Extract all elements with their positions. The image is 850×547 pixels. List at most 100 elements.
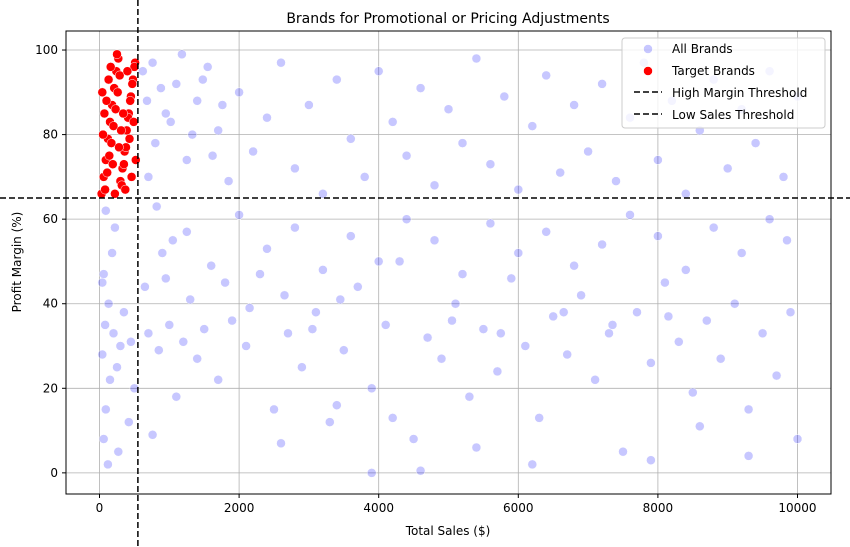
all-brands-point [541, 227, 551, 237]
all-brands-point [401, 214, 412, 224]
all-brands-point [590, 375, 600, 385]
all-brands-point [534, 413, 544, 423]
all-brands-point [457, 138, 468, 148]
all-brands-point [436, 353, 447, 364]
all-brands-point [143, 172, 154, 182]
all-brands-point [663, 311, 674, 322]
all-brands-point [192, 353, 202, 364]
all-brands-point [380, 320, 391, 330]
all-brands-point [464, 391, 475, 402]
all-brands-point [513, 184, 524, 195]
all-brands-point [129, 383, 140, 394]
all-brands-point [771, 370, 782, 381]
all-brands-point [527, 459, 538, 470]
all-brands-point [743, 404, 754, 415]
all-brands-point [101, 404, 111, 415]
target-brands-point [124, 134, 135, 144]
legend-label-target-brands: Target Brands [671, 64, 755, 78]
all-brands-point [764, 214, 775, 224]
all-brands-point [555, 167, 565, 178]
all-brands-point [151, 201, 162, 212]
all-brands-point [241, 341, 251, 351]
x-tick-label: 6000 [503, 501, 534, 515]
target-brands-point [105, 62, 116, 72]
all-brands-point [499, 91, 510, 102]
all-brands-point [177, 49, 187, 60]
all-brands-point [318, 265, 328, 275]
target-brands-point [98, 129, 108, 140]
target-brands-point [129, 62, 140, 72]
all-brands-point [674, 337, 684, 347]
all-brands-point [408, 434, 419, 444]
all-brands-point [185, 294, 195, 305]
all-brands-point [447, 315, 457, 326]
all-brands-point [681, 189, 691, 199]
all-brands-point [262, 112, 272, 123]
target-brands-point [127, 79, 138, 89]
all-brands-point [708, 222, 719, 233]
all-brands-point [206, 260, 216, 271]
all-brands-point [558, 307, 569, 317]
all-brands-point [304, 100, 314, 110]
all-brands-point [695, 421, 705, 432]
all-brands-point [513, 248, 524, 258]
all-brands-point [611, 176, 621, 186]
all-brands-point [785, 307, 796, 317]
target-brands-point [125, 96, 135, 106]
legend-label-low-sales: Low Sales Threshold [672, 108, 794, 122]
all-brands-point [150, 138, 161, 148]
grid-lines [66, 31, 831, 494]
plot-border [65, 30, 832, 495]
all-brands-point [736, 248, 747, 258]
all-brands-point [97, 349, 108, 360]
legend-marker-target-brands [643, 66, 653, 76]
all-brands-point [290, 163, 300, 174]
all-brands-point [290, 222, 300, 233]
all-brands-point [722, 163, 733, 174]
all-brands-point [562, 349, 572, 360]
all-brands-point [269, 404, 279, 415]
all-brands-point [202, 62, 213, 72]
target-brands-point [126, 172, 137, 182]
all-brands-point [124, 417, 134, 427]
all-brands-point [147, 430, 158, 440]
all-brands-point [223, 176, 234, 186]
all-brands-point [217, 100, 228, 110]
all-brands-point [318, 189, 328, 199]
all-brands-point [143, 328, 154, 339]
target-brands-point [119, 159, 129, 169]
all-brands-point [688, 387, 698, 398]
target-brands-point [108, 159, 118, 169]
all-brands-point [373, 66, 384, 76]
all-brands-point [450, 298, 461, 309]
all-brands-point [653, 231, 663, 241]
x-axis-label: Total Sales ($) [405, 524, 491, 538]
all-brands-point [98, 269, 109, 279]
all-brands-point [478, 324, 489, 334]
all-brands-point [165, 117, 176, 127]
all-brands-point [422, 332, 433, 343]
all-brands-point [147, 57, 158, 68]
all-brands-point [366, 383, 377, 394]
target-brands-point [97, 87, 108, 98]
target-brands-point [99, 108, 110, 119]
all-brands-point [182, 227, 192, 237]
all-brands-point [156, 83, 166, 93]
y-tick-label: 20 [43, 381, 58, 395]
all-brands-point [387, 413, 398, 423]
all-brands-point [234, 87, 244, 98]
all-brands-point [750, 138, 761, 148]
all-brands-point [597, 79, 607, 89]
all-brands-point [110, 222, 120, 233]
all-brands-point [335, 294, 346, 305]
all-brands-point [359, 172, 370, 182]
target-brands-point [128, 117, 139, 127]
target-brands-point [110, 104, 121, 114]
all-brands-point [569, 100, 579, 110]
all-brands-point [520, 341, 531, 351]
all-brands-point [646, 358, 656, 368]
all-brands-point [702, 315, 712, 326]
all-brands-point [492, 366, 503, 377]
all-brands-point [757, 328, 768, 339]
y-tick-label: 80 [43, 128, 58, 142]
